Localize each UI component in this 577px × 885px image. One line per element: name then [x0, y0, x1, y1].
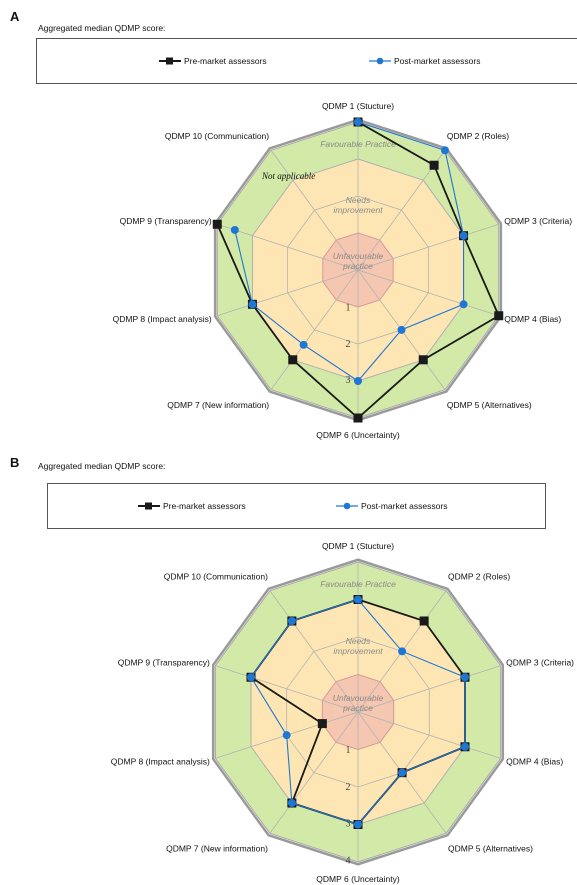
spoke-2	[357, 150, 446, 271]
zone-label-needs-improvement: Needs	[346, 636, 371, 646]
marker-post-market-assessors-qdmp-7	[299, 340, 308, 349]
not-applicable-label: Not applicable	[261, 171, 315, 181]
axis-label-qdmp-6-uncertainty: QDMP 6 (Uncertainty)	[316, 874, 400, 884]
tick-label-2: 2	[346, 782, 351, 793]
axis-label-qdmp-5-alternatives: QDMP 5 (Alternatives)	[447, 400, 532, 410]
marker-post-market-assessors-qdmp-2	[398, 647, 407, 656]
spoke-9	[217, 223, 359, 271]
axis-label-qdmp-6-uncertainty: QDMP 6 (Uncertainty)	[316, 430, 400, 440]
spoke-7	[269, 711, 359, 834]
zone-label-unfavourable: Unfavourable	[333, 693, 384, 703]
legend-label-post-market: Post-market assessors	[361, 501, 448, 511]
marker-post-market-assessors-qdmp-6	[354, 377, 362, 385]
axis-label-qdmp-1-stucture: QDMP 1 (Stucture)	[322, 101, 394, 111]
marker-post-market-assessors-qdmp-3	[460, 673, 469, 682]
axis-label-qdmp-1-stucture: QDMP 1 (Stucture)	[322, 541, 394, 551]
axis-label-qdmp-4-bias: QDMP 4 (Bias)	[506, 756, 563, 766]
legend-label-pre-market: Pre-market assessors	[163, 501, 246, 511]
marker-post-market-assessors-qdmp-9	[230, 225, 239, 234]
legend-label-post-market: Post-market assessors	[394, 56, 481, 66]
marker-post-market-assessors-qdmp-4	[459, 300, 468, 309]
outer-frame	[211, 558, 505, 866]
legend-circle-marker-icon	[336, 502, 358, 510]
tick-label-3: 3	[346, 375, 351, 386]
marker-post-market-assessors-qdmp-8	[248, 300, 257, 309]
axis-label-qdmp-4-bias: QDMP 4 (Bias)	[504, 314, 561, 324]
marker-pre-market-assessors-qdmp-8	[317, 719, 327, 729]
marker-pre-market-assessors-qdmp-2	[419, 616, 429, 626]
marker-post-market-assessors-qdmp-9	[247, 673, 256, 682]
marker-post-market-assessors-qdmp-8	[282, 731, 291, 740]
zone-label-favourable: Favourable Practice	[320, 139, 396, 149]
legend-square-marker-icon	[159, 57, 181, 65]
marker-pre-market-assessors-qdmp-5	[418, 355, 428, 365]
legend-item-post-market: Post-market assessors	[369, 56, 480, 66]
axis-label-qdmp-8-impact-analysis: QDMP 8 (Impact analysis)	[111, 756, 210, 766]
spoke-3	[357, 223, 499, 271]
marker-pre-market-assessors-qdmp-6	[353, 413, 363, 423]
marker-post-market-assessors-qdmp-3	[459, 231, 468, 240]
panel-a-subtitle: Aggregated median QDMP score:	[38, 23, 166, 33]
spoke-7	[270, 269, 359, 390]
legend-item-post-market: Post-market assessors	[336, 501, 447, 511]
marker-post-market-assessors-qdmp-6	[354, 820, 362, 829]
spoke-4	[357, 269, 499, 317]
legend-circle-marker-icon	[369, 57, 391, 65]
panel-a-legend: Pre-market assessors Post-market assesso…	[36, 38, 577, 84]
marker-pre-market-assessors-qdmp-9	[212, 219, 222, 229]
marker-post-market-assessors-qdmp-5	[397, 325, 406, 334]
marker-post-market-assessors-qdmp-1	[354, 595, 362, 604]
zone-label-unfavourable: practice	[342, 703, 373, 713]
marker-pre-market-assessors-qdmp-7	[288, 355, 298, 365]
spoke-10	[269, 590, 359, 713]
zone-label-favourable: Favourable Practice	[320, 579, 396, 589]
marker-post-market-assessors-qdmp-7	[287, 799, 296, 808]
axis-label-qdmp-8-impact-analysis: QDMP 8 (Impact analysis)	[113, 314, 212, 324]
axis-label-qdmp-3-criteria: QDMP 3 (Criteria)	[504, 216, 572, 226]
panel-a-letter: A	[10, 9, 20, 24]
axis-label-qdmp-10-communication: QDMP 10 (Communication)	[165, 131, 269, 141]
panel-b-subtitle: Aggregated median QDMP score:	[38, 461, 166, 471]
panel-b-letter: B	[10, 455, 20, 470]
zone-label-needs-improvement: Needs	[346, 195, 371, 205]
legend-item-pre-market: Pre-market assessors	[138, 501, 246, 511]
marker-post-market-assessors-qdmp-1	[354, 118, 362, 126]
tick-label-1: 1	[346, 302, 351, 313]
legend-item-pre-market: Pre-market assessors	[159, 56, 267, 66]
axis-label-qdmp-3-criteria: QDMP 3 (Criteria)	[506, 658, 574, 668]
spoke-3	[357, 665, 501, 713]
axis-label-qdmp-9-transparency: QDMP 9 (Transparency)	[118, 658, 210, 668]
axis-label-qdmp-2-roles: QDMP 2 (Roles)	[448, 572, 510, 582]
spoke-8	[217, 269, 359, 317]
panel-b-legend: Pre-market assessors Post-market assesso…	[47, 483, 546, 529]
marker-post-market-assessors-qdmp-4	[460, 742, 469, 751]
axis-label-qdmp-7-new-information: QDMP 7 (New information)	[166, 843, 268, 853]
spoke-9	[215, 665, 359, 713]
marker-pre-market-assessors-qdmp-4	[494, 311, 504, 321]
axis-label-qdmp-2-roles: QDMP 2 (Roles)	[447, 131, 509, 141]
zone-label-needs-improvement: improvement	[333, 205, 383, 215]
axis-label-qdmp-10-communication: QDMP 10 (Communication)	[164, 572, 268, 582]
marker-post-market-assessors-qdmp-10	[287, 616, 296, 625]
marker-post-market-assessors-qdmp-2	[440, 146, 449, 155]
legend-label-pre-market: Pre-market assessors	[184, 56, 267, 66]
zone-label-unfavourable: Unfavourable	[333, 251, 384, 261]
tick-label-3: 3	[346, 819, 351, 830]
marker-pre-market-assessors-qdmp-2	[429, 160, 439, 170]
spoke-4	[357, 711, 501, 759]
axis-label-qdmp-5-alternatives: QDMP 5 (Alternatives)	[448, 843, 533, 853]
legend-square-marker-icon	[138, 502, 160, 510]
zone-label-unfavourable: practice	[342, 261, 373, 271]
spoke-10	[270, 150, 359, 271]
axis-label-qdmp-9-transparency: QDMP 9 (Transparency)	[120, 216, 212, 226]
tick-label-4: 4	[346, 856, 351, 867]
marker-post-market-assessors-qdmp-5	[398, 768, 407, 777]
tick-label-1: 1	[346, 745, 351, 756]
axis-label-qdmp-7-new-information: QDMP 7 (New information)	[167, 400, 269, 410]
zone-label-needs-improvement: improvement	[333, 646, 383, 656]
tick-label-2: 2	[346, 339, 351, 350]
